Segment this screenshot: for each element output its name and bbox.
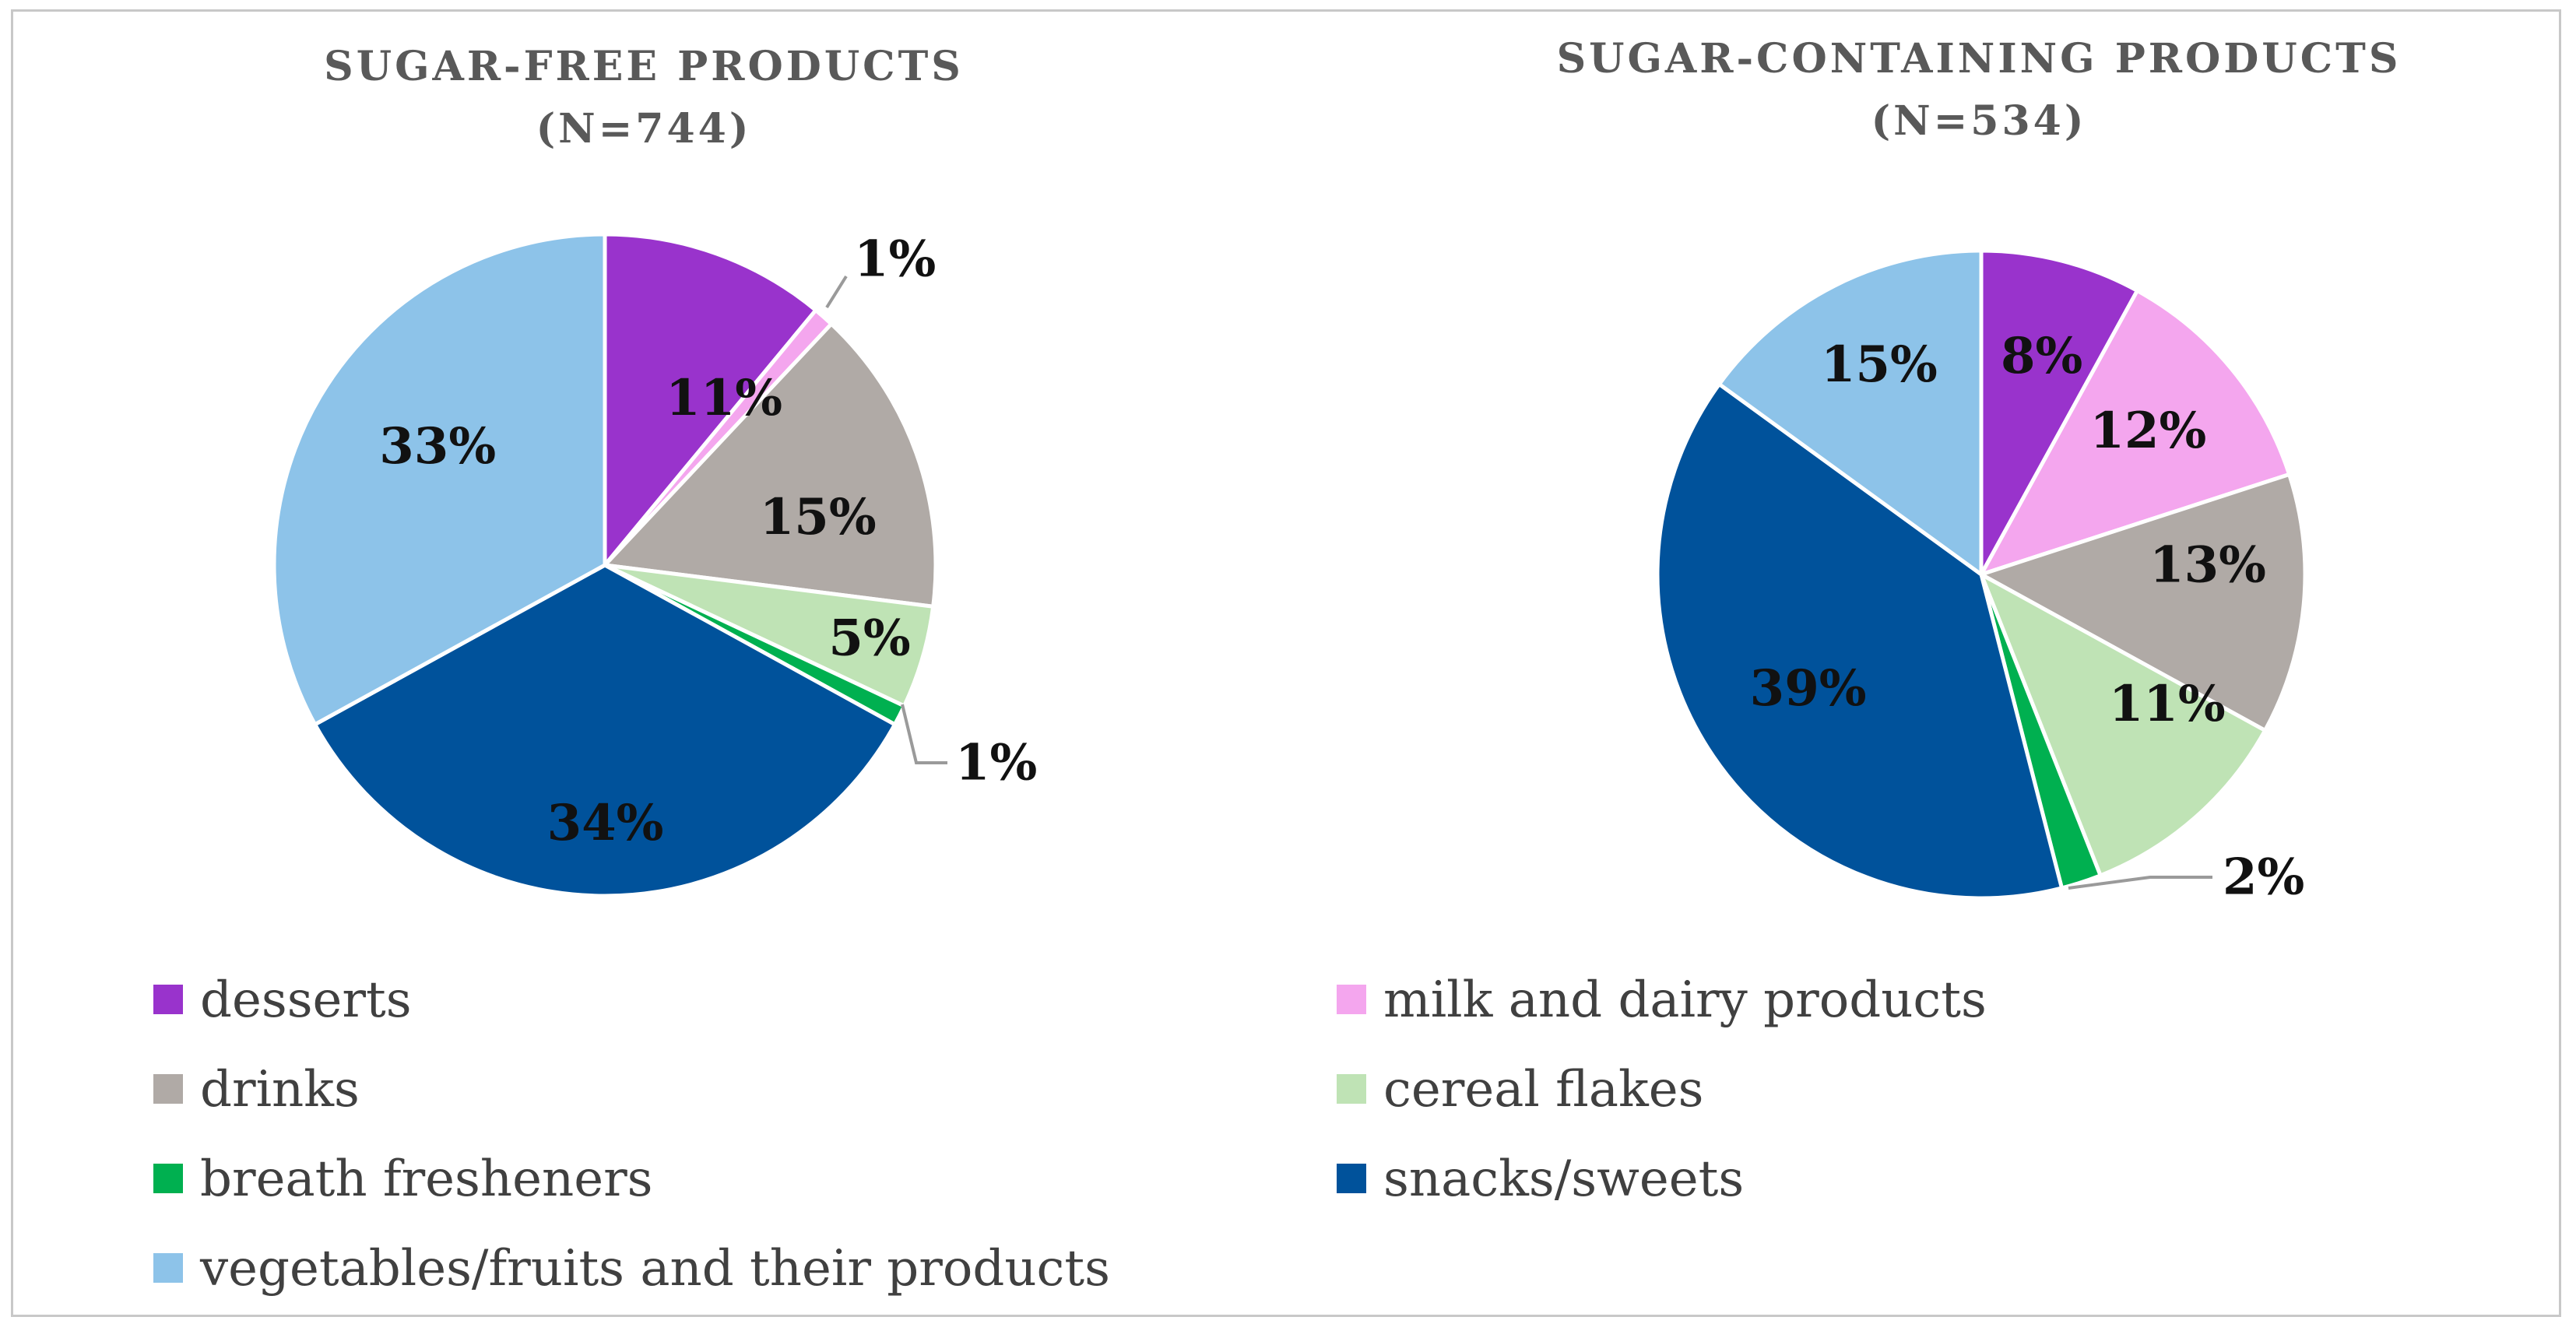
chart-canvas: SUGAR-FREE PRODUCTS (N=744) 11% 1% 15% 5% 1% 34… xyxy=(153,35,2402,1298)
legend-item: breath fresheners xyxy=(153,1150,653,1208)
legend-item: snacks/sweets xyxy=(1337,1150,1744,1208)
chart-title: SUGAR-CONTAINING PRODUCTS xyxy=(1557,35,2402,83)
data-label: 1% xyxy=(955,734,1037,792)
legend-swatch xyxy=(153,1253,183,1283)
legend-swatch xyxy=(1337,1074,1366,1104)
leader-line xyxy=(2068,876,2212,890)
legend-label: cereal flakes xyxy=(1383,1061,1704,1119)
data-label: 15% xyxy=(1821,335,1938,394)
pie-slice-snacks-sweets xyxy=(312,563,898,898)
legend-label: snacks/sweets xyxy=(1383,1150,1744,1208)
chart-title: SUGAR-FREE PRODUCTS xyxy=(324,43,964,90)
legend-label: desserts xyxy=(200,971,412,1029)
pie-slice-drinks xyxy=(600,321,938,609)
pie-slice-vegetables-fruits-and-their-products xyxy=(272,232,607,728)
pie-slice-vegetables-fruits-and-their-products xyxy=(1716,248,1984,578)
legend-swatch xyxy=(1337,1164,1366,1193)
legend-item: desserts xyxy=(153,971,412,1029)
chart-frame: SUGAR-FREE PRODUCTS (N=744) 11% 1% 15% 5% 1% 34… xyxy=(11,9,2561,1317)
legend-label: drinks xyxy=(200,1061,360,1119)
legend-item: vegetables/fruits and their products xyxy=(153,1240,1110,1298)
pie-slice-snacks-sweets xyxy=(1655,381,2065,901)
legend-swatch xyxy=(153,1074,183,1104)
data-label: 34% xyxy=(547,794,664,852)
chart-subtitle: (N=744) xyxy=(536,105,752,153)
legend-label: vegetables/fruits and their products xyxy=(199,1240,1110,1298)
data-label: 1% xyxy=(854,230,936,289)
data-label: 13% xyxy=(2149,536,2266,595)
data-label: 11% xyxy=(2109,675,2226,733)
pie-slice-drinks xyxy=(1976,472,2307,733)
legend-swatch xyxy=(153,985,183,1014)
legend-label: breath fresheners xyxy=(200,1150,653,1208)
legend-swatch xyxy=(1337,985,1366,1014)
legend-item: drinks xyxy=(153,1061,360,1119)
data-label: 8% xyxy=(2001,327,2082,385)
data-label: 11% xyxy=(666,369,782,427)
data-label: 12% xyxy=(2089,402,2206,460)
legend-item: cereal flakes xyxy=(1337,1061,1704,1119)
leader-line xyxy=(901,704,947,764)
data-label: 33% xyxy=(379,417,496,476)
legend-label: milk and dairy products xyxy=(1383,971,1987,1029)
leader-line xyxy=(825,275,848,309)
data-label: 2% xyxy=(2223,848,2304,907)
pie-slice-milk-and-dairy-products xyxy=(1977,288,2292,578)
legend-swatch xyxy=(153,1164,183,1193)
pie-slice-desserts xyxy=(603,232,819,571)
data-label: 5% xyxy=(828,609,910,667)
chart-subtitle: (N=534) xyxy=(1871,97,2087,145)
pie-slice-cereal-flakes xyxy=(1977,570,2268,879)
data-label: 39% xyxy=(1750,659,1867,718)
legend-item: milk and dairy products xyxy=(1337,971,1987,1029)
data-label: 15% xyxy=(760,488,877,546)
pie-slice-desserts xyxy=(1979,248,2140,576)
